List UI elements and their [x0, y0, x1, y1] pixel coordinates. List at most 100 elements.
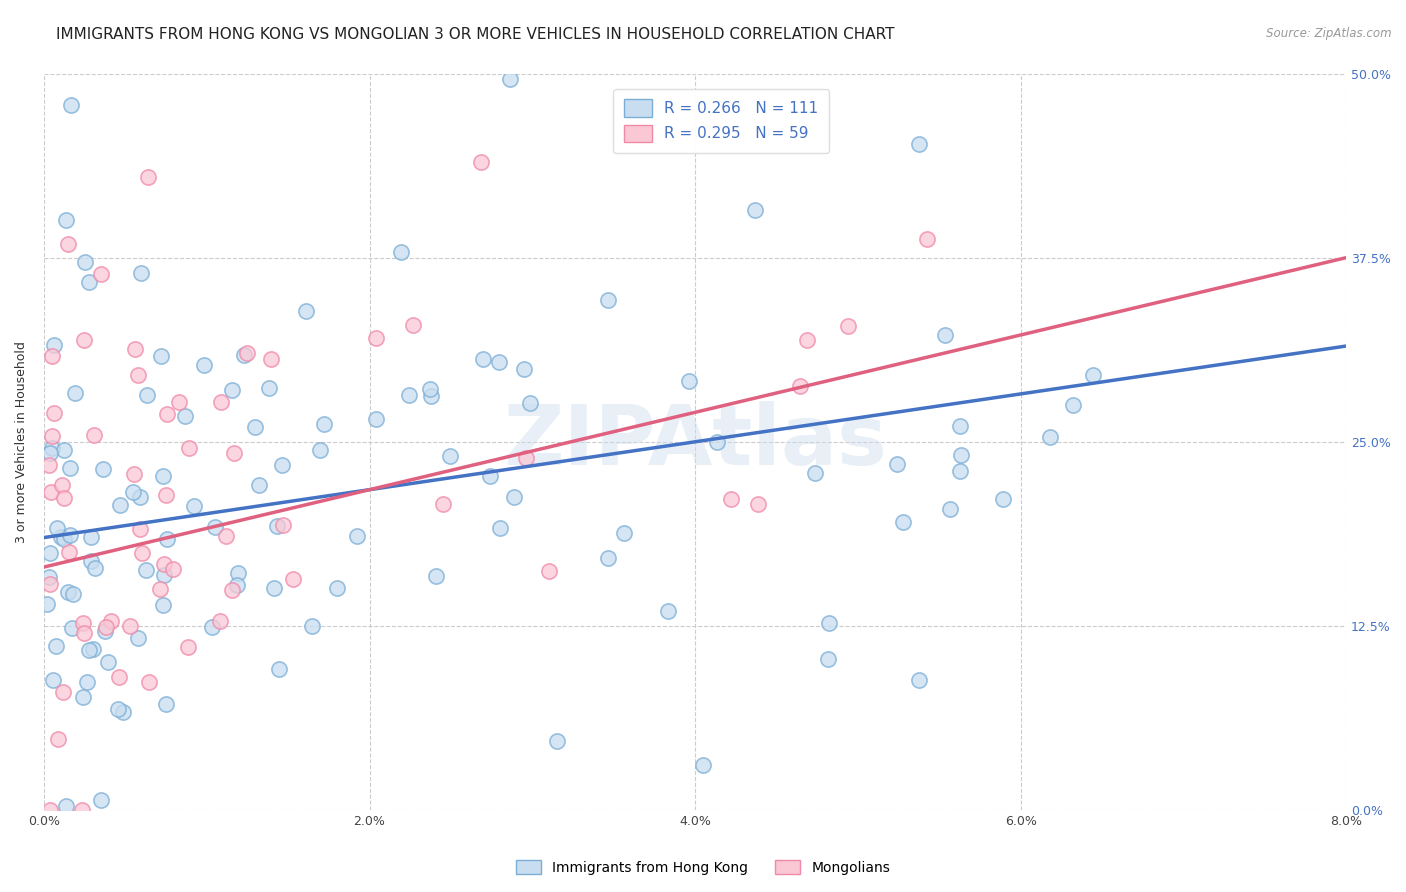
Point	[818, 615, 841, 630]
Point	[720, 491, 742, 506]
Point	[41, 429, 63, 443]
Point	[747, 497, 769, 511]
Point	[39, 546, 62, 560]
Point	[97, 656, 120, 670]
Point	[1062, 398, 1084, 412]
Point	[58, 584, 80, 599]
Point	[80, 554, 103, 568]
Point	[439, 449, 461, 463]
Point	[221, 384, 243, 398]
Point	[128, 490, 150, 504]
Point	[135, 563, 157, 577]
Point	[420, 389, 443, 403]
Point	[156, 533, 179, 547]
Point	[177, 442, 200, 456]
Point	[100, 614, 122, 628]
Point	[891, 515, 914, 529]
Point	[596, 293, 619, 307]
Point	[271, 518, 294, 533]
Point	[51, 478, 73, 492]
Point	[46, 732, 69, 747]
Point	[613, 526, 636, 541]
Point	[108, 499, 131, 513]
Point	[364, 412, 387, 426]
Point	[546, 734, 568, 748]
Point	[70, 803, 93, 817]
Point	[39, 803, 62, 817]
Point	[152, 469, 174, 483]
Point	[35, 597, 58, 611]
Point	[201, 620, 224, 634]
Point	[90, 793, 112, 807]
Point	[744, 203, 766, 218]
Legend: Immigrants from Hong Kong, Mongolians: Immigrants from Hong Kong, Mongolians	[510, 855, 896, 880]
Point	[398, 388, 420, 402]
Point	[45, 639, 67, 653]
Point	[204, 520, 226, 534]
Point	[432, 497, 454, 511]
Point	[58, 236, 80, 251]
Point	[77, 275, 100, 289]
Point	[938, 502, 960, 516]
Point	[499, 72, 522, 87]
Legend: R = 0.266   N = 111, R = 0.295   N = 59: R = 0.266 N = 111, R = 0.295 N = 59	[613, 88, 828, 153]
Point	[94, 624, 117, 639]
Point	[149, 582, 172, 596]
Point	[120, 619, 142, 633]
Point	[326, 581, 349, 595]
Point	[93, 462, 115, 476]
Text: ZIPAtlas: ZIPAtlas	[503, 401, 887, 483]
Point	[73, 333, 96, 347]
Point	[233, 348, 256, 362]
Point	[209, 614, 232, 628]
Point	[52, 442, 75, 457]
Point	[789, 378, 811, 392]
Point	[138, 674, 160, 689]
Point	[301, 619, 323, 633]
Point	[283, 572, 305, 586]
Point	[267, 662, 290, 676]
Point	[55, 799, 77, 814]
Point	[257, 381, 280, 395]
Point	[127, 631, 149, 645]
Point	[77, 642, 100, 657]
Point	[692, 758, 714, 772]
Point	[75, 255, 97, 269]
Point	[226, 578, 249, 592]
Point	[402, 318, 425, 332]
Point	[271, 458, 294, 472]
Point	[247, 477, 270, 491]
Point	[209, 395, 232, 409]
Point	[38, 458, 60, 472]
Point	[41, 441, 63, 455]
Point	[419, 382, 441, 396]
Point	[193, 358, 215, 372]
Point	[52, 685, 75, 699]
Point	[243, 420, 266, 434]
Point	[177, 640, 200, 655]
Point	[309, 442, 332, 457]
Point	[72, 616, 94, 631]
Point	[1081, 368, 1104, 382]
Point	[80, 530, 103, 544]
Point	[94, 620, 117, 634]
Point	[312, 417, 335, 431]
Text: Source: ZipAtlas.com: Source: ZipAtlas.com	[1267, 27, 1392, 40]
Point	[837, 318, 859, 333]
Point	[389, 245, 412, 260]
Point	[152, 567, 174, 582]
Point	[174, 409, 197, 423]
Point	[84, 560, 107, 574]
Point	[817, 652, 839, 666]
Point	[502, 490, 524, 504]
Point	[62, 587, 84, 601]
Point	[295, 304, 318, 318]
Point	[598, 551, 620, 566]
Point	[90, 267, 112, 281]
Point	[112, 705, 135, 719]
Point	[470, 154, 492, 169]
Point	[260, 351, 283, 366]
Point	[52, 532, 75, 546]
Point	[471, 351, 494, 366]
Point	[42, 338, 65, 352]
